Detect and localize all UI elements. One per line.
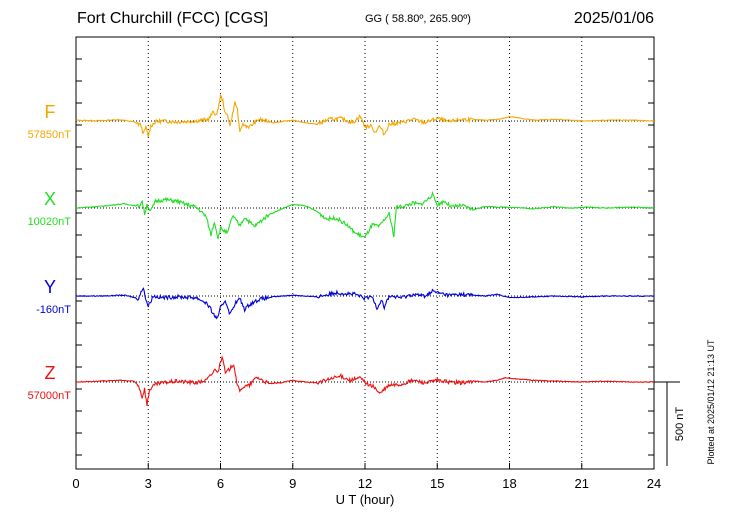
series-x-line bbox=[75, 190, 655, 240]
scale-bar-label: 500 nT bbox=[674, 407, 686, 442]
series-x-label: X bbox=[44, 189, 56, 209]
x-tick-label: 21 bbox=[575, 476, 589, 491]
series-z-baseline-label: 57000nT bbox=[28, 390, 72, 402]
x-tick-label: 0 bbox=[72, 476, 79, 491]
series-y-label: Y bbox=[44, 277, 56, 297]
x-tick-label: 6 bbox=[217, 476, 224, 491]
x-tick-label: 15 bbox=[430, 476, 444, 491]
series-y-baseline-label: -160nT bbox=[36, 304, 71, 316]
series-z-line bbox=[75, 355, 655, 406]
date-label: 2025/01/06 bbox=[573, 10, 654, 27]
x-tick-label: 24 bbox=[647, 476, 661, 491]
series-f-baseline-label: 57850nT bbox=[28, 129, 72, 141]
x-tick-label: 9 bbox=[289, 476, 296, 491]
x-tick-label: 12 bbox=[358, 476, 372, 491]
series-f-label: F bbox=[45, 102, 56, 122]
series-x-baseline-label: 10020nT bbox=[28, 216, 72, 228]
plotted-at-note: Plotted at 2025/01/12 21:13 UT bbox=[706, 339, 716, 465]
series-f-line bbox=[75, 93, 655, 138]
x-axis-label: U T (hour) bbox=[336, 492, 395, 507]
series-z-label: Z bbox=[45, 363, 56, 383]
x-tick-label: 3 bbox=[145, 476, 152, 491]
coordinates-label: GG ( 58.80º, 265.90º) bbox=[365, 13, 471, 25]
series-y-line bbox=[75, 287, 655, 320]
x-tick-label: 18 bbox=[502, 476, 516, 491]
station-title: Fort Churchill (FCC) [CGS] bbox=[77, 10, 269, 27]
